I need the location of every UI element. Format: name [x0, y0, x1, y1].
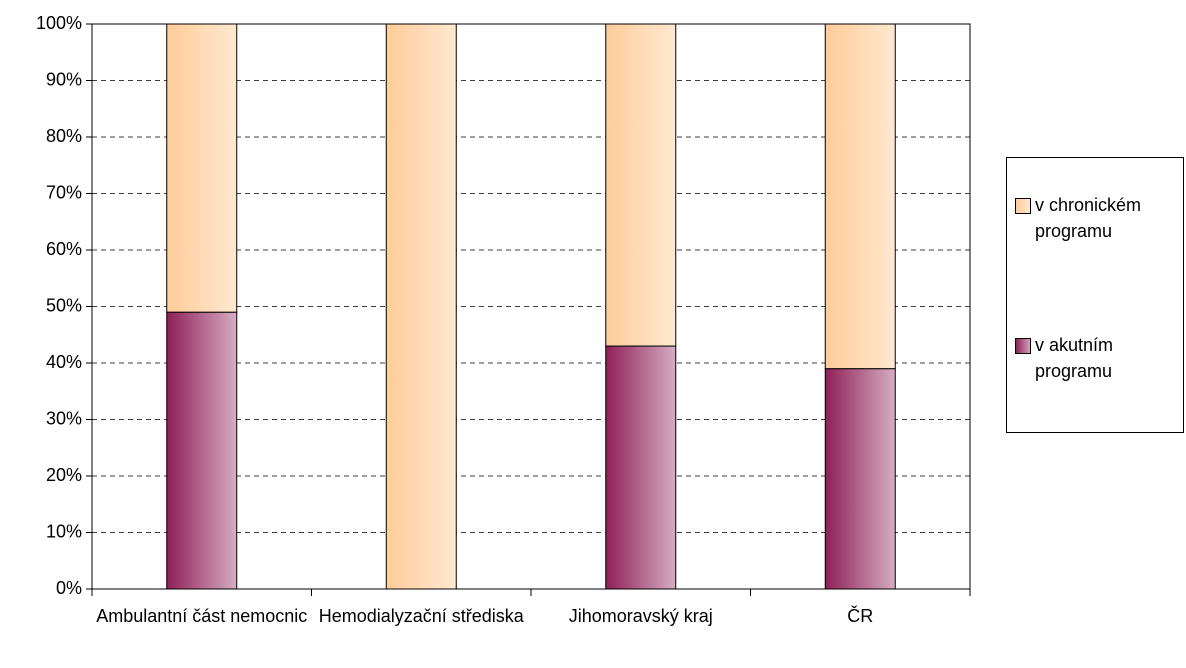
legend-label: v chronickém programu [1035, 195, 1142, 241]
bar-segment [385, 23, 457, 590]
y-tick-label: 0% [56, 578, 82, 598]
y-tick-label: 10% [46, 521, 82, 541]
x-tick-label: Ambulantní část nemocnic [96, 606, 308, 626]
bar-segment [605, 23, 677, 347]
legend-entry: v chronickém programu [1015, 192, 1185, 244]
bar-segment [166, 23, 238, 313]
legend-label: v akutním programu [1035, 335, 1114, 381]
y-tick-label: 60% [46, 239, 82, 259]
y-tick-label: 50% [46, 295, 82, 315]
y-tick-label: 40% [46, 352, 82, 372]
bar-segment [166, 311, 238, 590]
bar-segment [605, 345, 677, 590]
x-tick-label: Hemodialyzační střediska [318, 606, 524, 626]
legend-entry: v akutním programu [1015, 332, 1185, 384]
y-tick-label: 80% [46, 126, 82, 146]
legend: v chronickém programu v akutním programu [1006, 157, 1184, 433]
y-tick-label: 30% [46, 408, 82, 428]
legend-swatch [1015, 338, 1031, 354]
y-tick-label: 100% [36, 13, 82, 33]
y-tick-label: 90% [46, 69, 82, 89]
y-tick-label: 20% [46, 465, 82, 485]
y-tick-label: 70% [46, 182, 82, 202]
bar-segment [824, 368, 896, 590]
x-tick-label: Jihomoravský kraj [568, 606, 713, 626]
bar-segment [824, 23, 896, 370]
legend-swatch [1015, 198, 1031, 214]
x-tick-label: ČR [847, 606, 874, 626]
